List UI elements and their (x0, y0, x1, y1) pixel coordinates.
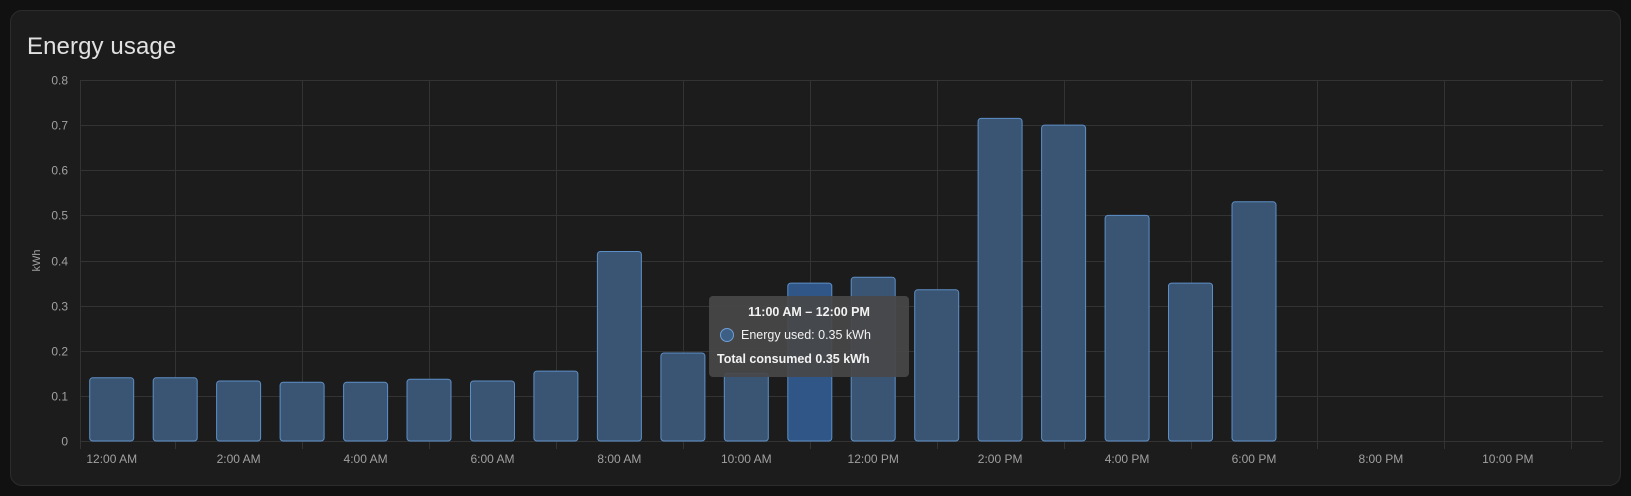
x-tick-label: 2:00 AM (217, 452, 261, 466)
y-tick-label: 0.4 (51, 255, 68, 269)
bar[interactable] (1231, 201, 1277, 442)
y-axis-title: kWh (31, 250, 43, 272)
x-tick-label: 10:00 PM (1482, 452, 1533, 466)
y-tick-label: 0.5 (51, 209, 68, 223)
x-tick-label: 10:00 AM (721, 452, 772, 466)
chart-tooltip: 11:00 AM – 12:00 PM Energy used: 0.35 kW… (709, 296, 909, 377)
tooltip-series-row: Energy used: 0.35 kWh (720, 328, 871, 342)
x-tick-label: 6:00 AM (470, 452, 514, 466)
bar[interactable] (1041, 124, 1087, 442)
y-tick-label: 0.1 (51, 390, 68, 404)
x-tick-label: 2:00 PM (978, 452, 1023, 466)
bar[interactable] (279, 381, 325, 442)
bar[interactable] (89, 377, 135, 442)
bar[interactable] (660, 352, 706, 442)
bar[interactable] (343, 381, 389, 442)
bar[interactable] (470, 380, 515, 442)
x-tick-label: 12:00 PM (848, 452, 899, 466)
bar[interactable] (406, 378, 452, 442)
chart-grid (80, 80, 1603, 449)
y-tick-label: 0.6 (51, 164, 68, 178)
chart-bars (89, 117, 1277, 442)
bar[interactable] (914, 289, 960, 442)
x-tick-label: 4:00 AM (344, 452, 388, 466)
bar[interactable] (977, 117, 1023, 442)
tooltip-series-swatch-icon (720, 328, 734, 342)
y-tick-label: 0.7 (51, 119, 68, 133)
bar[interactable] (216, 380, 262, 442)
tooltip-series-value: Energy used: 0.35 kWh (741, 328, 871, 342)
bar[interactable] (152, 377, 198, 442)
y-tick-label: 0.8 (51, 74, 68, 88)
y-tick-label: 0 (61, 435, 68, 449)
bar[interactable] (723, 372, 769, 442)
y-tick-label: 0.2 (51, 345, 68, 359)
x-tick-label: 8:00 AM (597, 452, 641, 466)
x-tick-label: 12:00 AM (86, 452, 137, 466)
chart-labels: 0 0.1 0.2 0.3 0.4 0.5 0.6 0.7 0.8 12:00 AM 2:00 AM… (31, 74, 1534, 467)
x-tick-label: 6:00 PM (1232, 452, 1277, 466)
bar[interactable] (1104, 214, 1150, 442)
bar[interactable] (1168, 282, 1213, 442)
y-tick-label: 0.3 (51, 300, 68, 314)
x-tick-label: 8:00 PM (1359, 452, 1404, 466)
tooltip-total: Total consumed 0.35 kWh (717, 352, 870, 366)
bar[interactable] (596, 251, 642, 442)
card-title: Energy usage (27, 33, 177, 60)
tooltip-title: 11:00 AM – 12:00 PM (748, 305, 870, 319)
x-tick-label: 4:00 PM (1105, 452, 1150, 466)
bar[interactable] (533, 370, 579, 442)
